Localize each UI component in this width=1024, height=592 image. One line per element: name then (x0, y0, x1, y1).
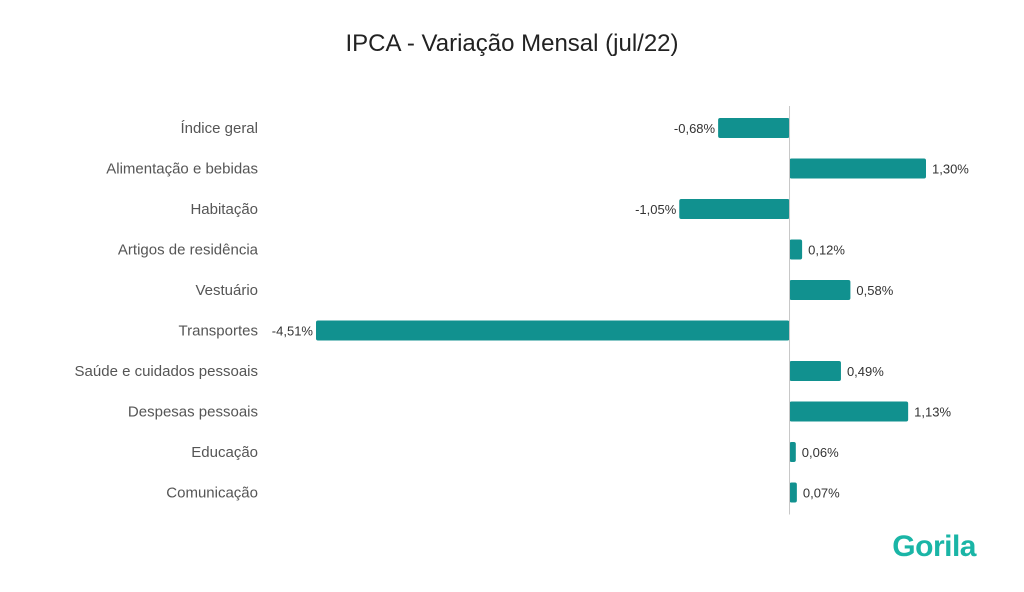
category-label: Comunicação (166, 485, 258, 502)
bar (679, 199, 790, 219)
bar (316, 320, 790, 341)
category-label: Alimentação e bebidas (106, 161, 258, 178)
value-label: 0,49% (847, 364, 884, 379)
value-label: 0,06% (802, 445, 839, 460)
bar (789, 482, 797, 503)
gorila-logo: Gorila (892, 530, 976, 563)
value-label: -4,51% (272, 324, 314, 339)
bar (718, 118, 790, 138)
value-label: 0,12% (808, 243, 845, 258)
category-label: Transportes (179, 323, 258, 340)
value-label: 0,58% (856, 283, 893, 298)
category-label: Saúde e cuidados pessoais (75, 363, 258, 380)
category-label: Habitação (190, 201, 258, 218)
value-label: -0,68% (674, 121, 716, 136)
bar (789, 280, 851, 300)
bar (789, 442, 796, 462)
value-label: 1,30% (932, 162, 969, 177)
category-label: Artigos de residência (118, 242, 259, 259)
bar (789, 361, 841, 381)
value-label: 0,07% (803, 486, 840, 501)
category-label: Índice geral (180, 120, 258, 137)
value-label: -1,05% (635, 202, 677, 217)
category-label: Educação (191, 444, 258, 461)
bar (789, 239, 803, 260)
bar (789, 158, 926, 179)
category-label: Despesas pessoais (128, 404, 258, 421)
category-label: Vestuário (195, 282, 258, 299)
chart-title: IPCA - Variação Mensal (jul/22) (345, 30, 679, 57)
value-label: 1,13% (914, 405, 951, 420)
bar (789, 401, 909, 422)
